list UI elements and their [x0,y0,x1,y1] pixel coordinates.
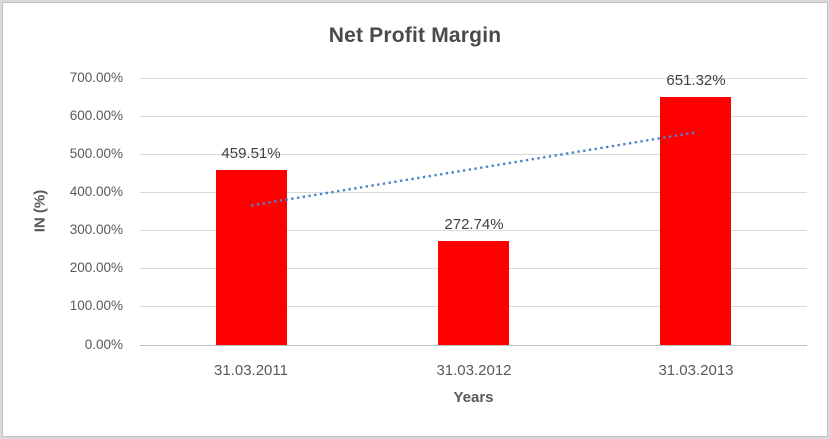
bar-series-net-profit-margin [438,241,509,345]
category-label: 31.03.2012 [436,362,512,379]
data-label: 459.51% [221,145,281,162]
y-tick-label: 400.00% [69,184,123,199]
y-tick-label: 0.00% [84,337,123,352]
y-tick-label: 100.00% [69,298,123,313]
gridline [140,78,807,79]
bar-series-net-profit-margin [660,97,731,345]
data-label: 651.32% [666,72,726,89]
gridline [140,230,807,231]
x-axis-line [140,345,807,346]
gridline [140,116,807,117]
y-tick-label: 500.00% [69,146,123,161]
y-tick-label: 700.00% [69,70,123,85]
y-tick-label: 200.00% [69,260,123,275]
data-label: 272.74% [444,216,504,233]
y-tick-label: 300.00% [69,222,123,237]
category-label: 31.03.2011 [214,362,288,379]
y-tick-label: 600.00% [69,108,123,123]
bar-series-net-profit-margin [216,170,287,345]
x-axis-title: Years [453,389,494,406]
chart-title: Net Profit Margin [328,24,502,47]
category-label: 31.03.2013 [658,362,734,379]
